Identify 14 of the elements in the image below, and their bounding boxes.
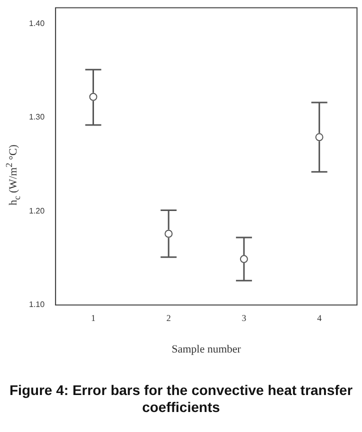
- x-tick-label: 2: [166, 312, 171, 323]
- y-tick-label: 1.40: [28, 18, 46, 28]
- x-tick-label: 4: [317, 312, 322, 323]
- text: Figure 4: Error bars for the convective heat transfer coefficients: [8, 382, 354, 416]
- point: [89, 92, 98, 101]
- y-tick-label: 1.30: [28, 112, 46, 122]
- x-tick-label: 1: [91, 312, 96, 323]
- point: [164, 230, 173, 238]
- x-tick-label: 3: [242, 312, 247, 323]
- y-tick-label: 1.20: [28, 206, 46, 216]
- x-axis-title: Sample number: [172, 343, 242, 356]
- point: [315, 133, 324, 142]
- point: [240, 255, 248, 264]
- y-tick-label: 1.10: [28, 300, 46, 310]
